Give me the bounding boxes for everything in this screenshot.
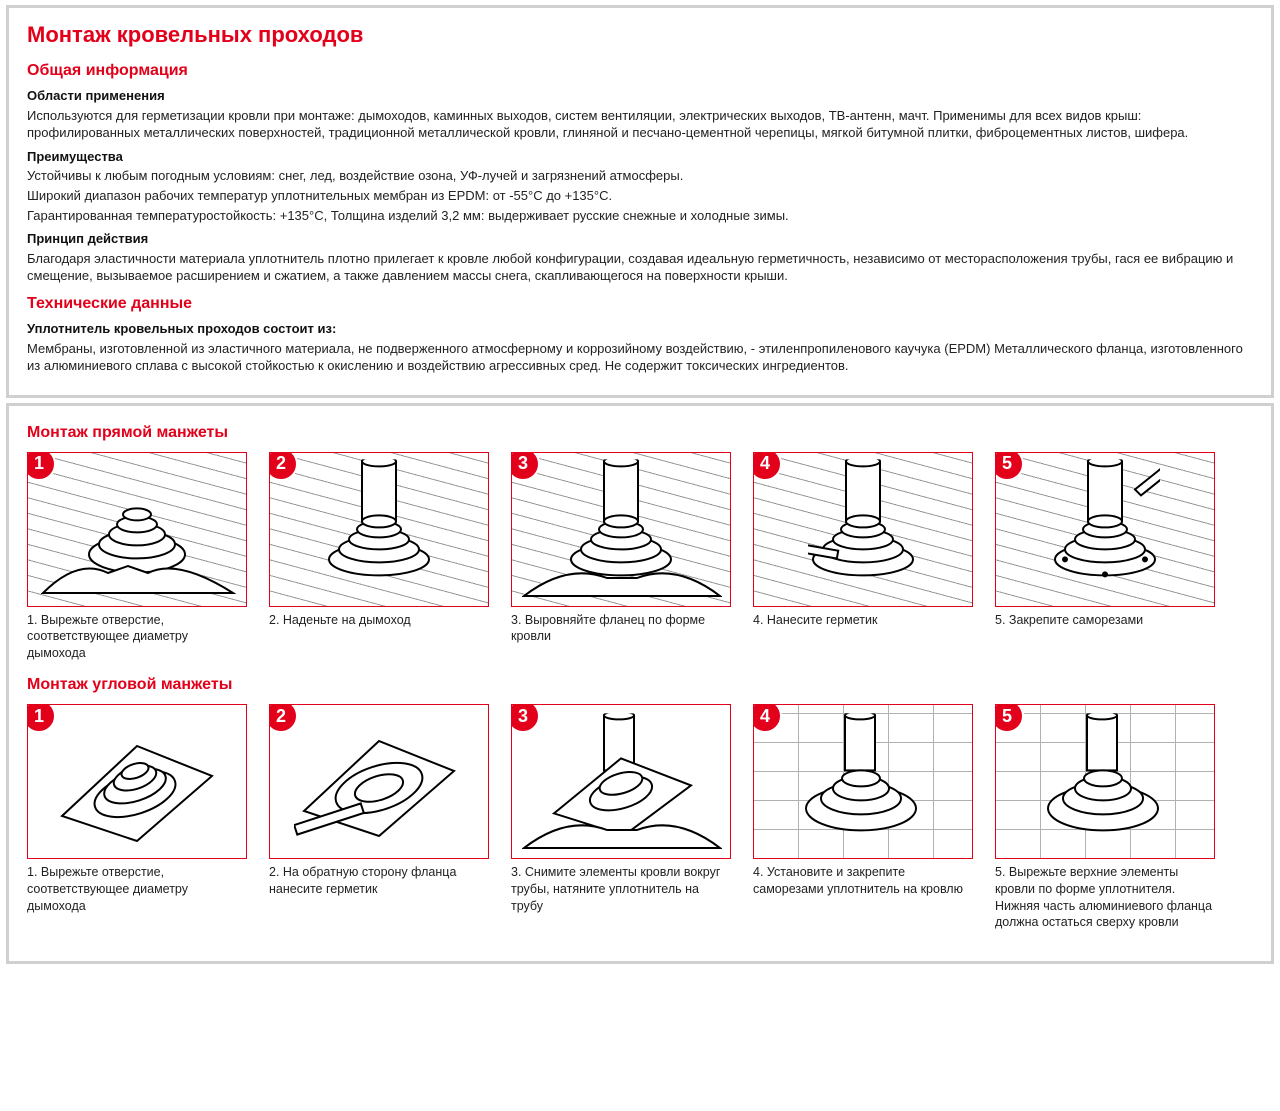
step-card: 1 1. Вырежьте отверстие, соответствующее… [27,452,247,663]
step-badge: 1 [27,704,56,733]
step-card: 3 3. Снимите элементы кровли вокруг труб… [511,704,731,932]
step-illustration: 2 [269,452,489,607]
step-card: 5 5. Вырежьте верхние элементы кровли по… [995,704,1215,932]
advantages-heading: Преимущества [27,148,1253,166]
step-caption: 2. На обратную сторону фланца нанесите г… [269,864,489,898]
step-card: 4 4. Установите и закрепите саморезами у… [753,704,973,932]
step-illustration: 3 [511,452,731,607]
installed-flashing-icon [793,714,933,844]
step-caption: 5. Закрепите саморезами [995,612,1215,629]
tech-subheading: Уплотнитель кровельных проходов состоит … [27,320,1253,338]
step-caption: 3. Выровняйте фланец по форме кровли [511,612,731,646]
step-illustration: 1 [27,452,247,607]
angled-flashing-icon [57,716,217,846]
step-badge: 3 [511,452,540,481]
tech-heading: Технические данные [27,293,1253,315]
step-caption: 2. Наденьте на дымоход [269,612,489,629]
installed-flashing-icon [1035,714,1175,844]
step-badge: 4 [753,704,782,733]
step-illustration: 5 [995,704,1215,859]
step-illustration: 4 [753,452,973,607]
step-badge: 1 [27,452,56,481]
info-panel: Монтаж кровельных проходов Общая информа… [6,5,1274,398]
flashing-on-pipe-icon [1050,459,1160,579]
principle-heading: Принцип действия [27,230,1253,248]
step-caption: 3. Снимите элементы кровли вокруг трубы,… [511,864,731,915]
areas-text: Используются для герметизации кровли при… [27,107,1253,142]
advantages-line: Гарантированная температуростойкость: +1… [27,207,1253,225]
step-caption: 1. Вырежьте отверстие, соответствующее д… [27,864,247,915]
page-title: Монтаж кровельных проходов [27,20,1253,50]
procedure-b-title: Монтаж угловой манжеты [27,674,1253,696]
step-caption: 4. Нанесите герметик [753,612,973,629]
procedures-panel: Монтаж прямой манжеты 1 1. Вырежьте отве… [6,403,1274,964]
step-card: 2 2. Наденьте на дымоход [269,452,489,663]
step-card: 3 3. Выровняйте фланец по форме кровли [511,452,731,663]
step-card: 4 4. Нанесите герметик [753,452,973,663]
procedure-a-title: Монтаж прямой манжеты [27,422,1253,444]
hands-icon [522,790,722,850]
step-card: 2 2. На обратную сторону фланца нанесите… [269,704,489,932]
step-card: 5 5. Закрепите саморезами [995,452,1215,663]
procedure-b-row: 1 1. Вырежьте отверстие, соответствующее… [27,704,1253,932]
advantages-line: Широкий диапазон рабочих температур упло… [27,187,1253,205]
flashing-on-pipe-icon [808,459,918,579]
hands-icon [522,538,722,598]
step-badge: 5 [995,704,1024,733]
flashing-on-pipe-icon [324,459,434,579]
step-caption: 5. Вырежьте верхние элементы кровли по ф… [995,864,1215,932]
areas-heading: Области применения [27,87,1253,105]
hands-icon [38,538,238,598]
tech-text: Мембраны, изготовленной из эластичного м… [27,340,1253,375]
step-illustration: 2 [269,704,489,859]
step-illustration: 1 [27,704,247,859]
step-caption: 4. Установите и закрепите саморезами упл… [753,864,973,898]
step-caption: 1. Вырежьте отверстие, соответствующее д… [27,612,247,663]
step-badge: 5 [995,452,1024,481]
procedure-a-row: 1 1. Вырежьте отверстие, соответствующее… [27,452,1253,663]
step-badge: 4 [753,452,782,481]
step-card: 1 1. Вырежьте отверстие, соответствующее… [27,704,247,932]
step-illustration: 5 [995,452,1215,607]
advantages-line: Устойчивы к любым погодным условиям: сне… [27,167,1253,185]
general-heading: Общая информация [27,60,1253,82]
principle-text: Благодаря эластичности материала уплотни… [27,250,1253,285]
step-badge: 2 [269,452,298,481]
flange-sealant-icon [294,716,464,846]
step-badge: 3 [511,704,540,733]
step-illustration: 3 [511,704,731,859]
step-illustration: 4 [753,704,973,859]
